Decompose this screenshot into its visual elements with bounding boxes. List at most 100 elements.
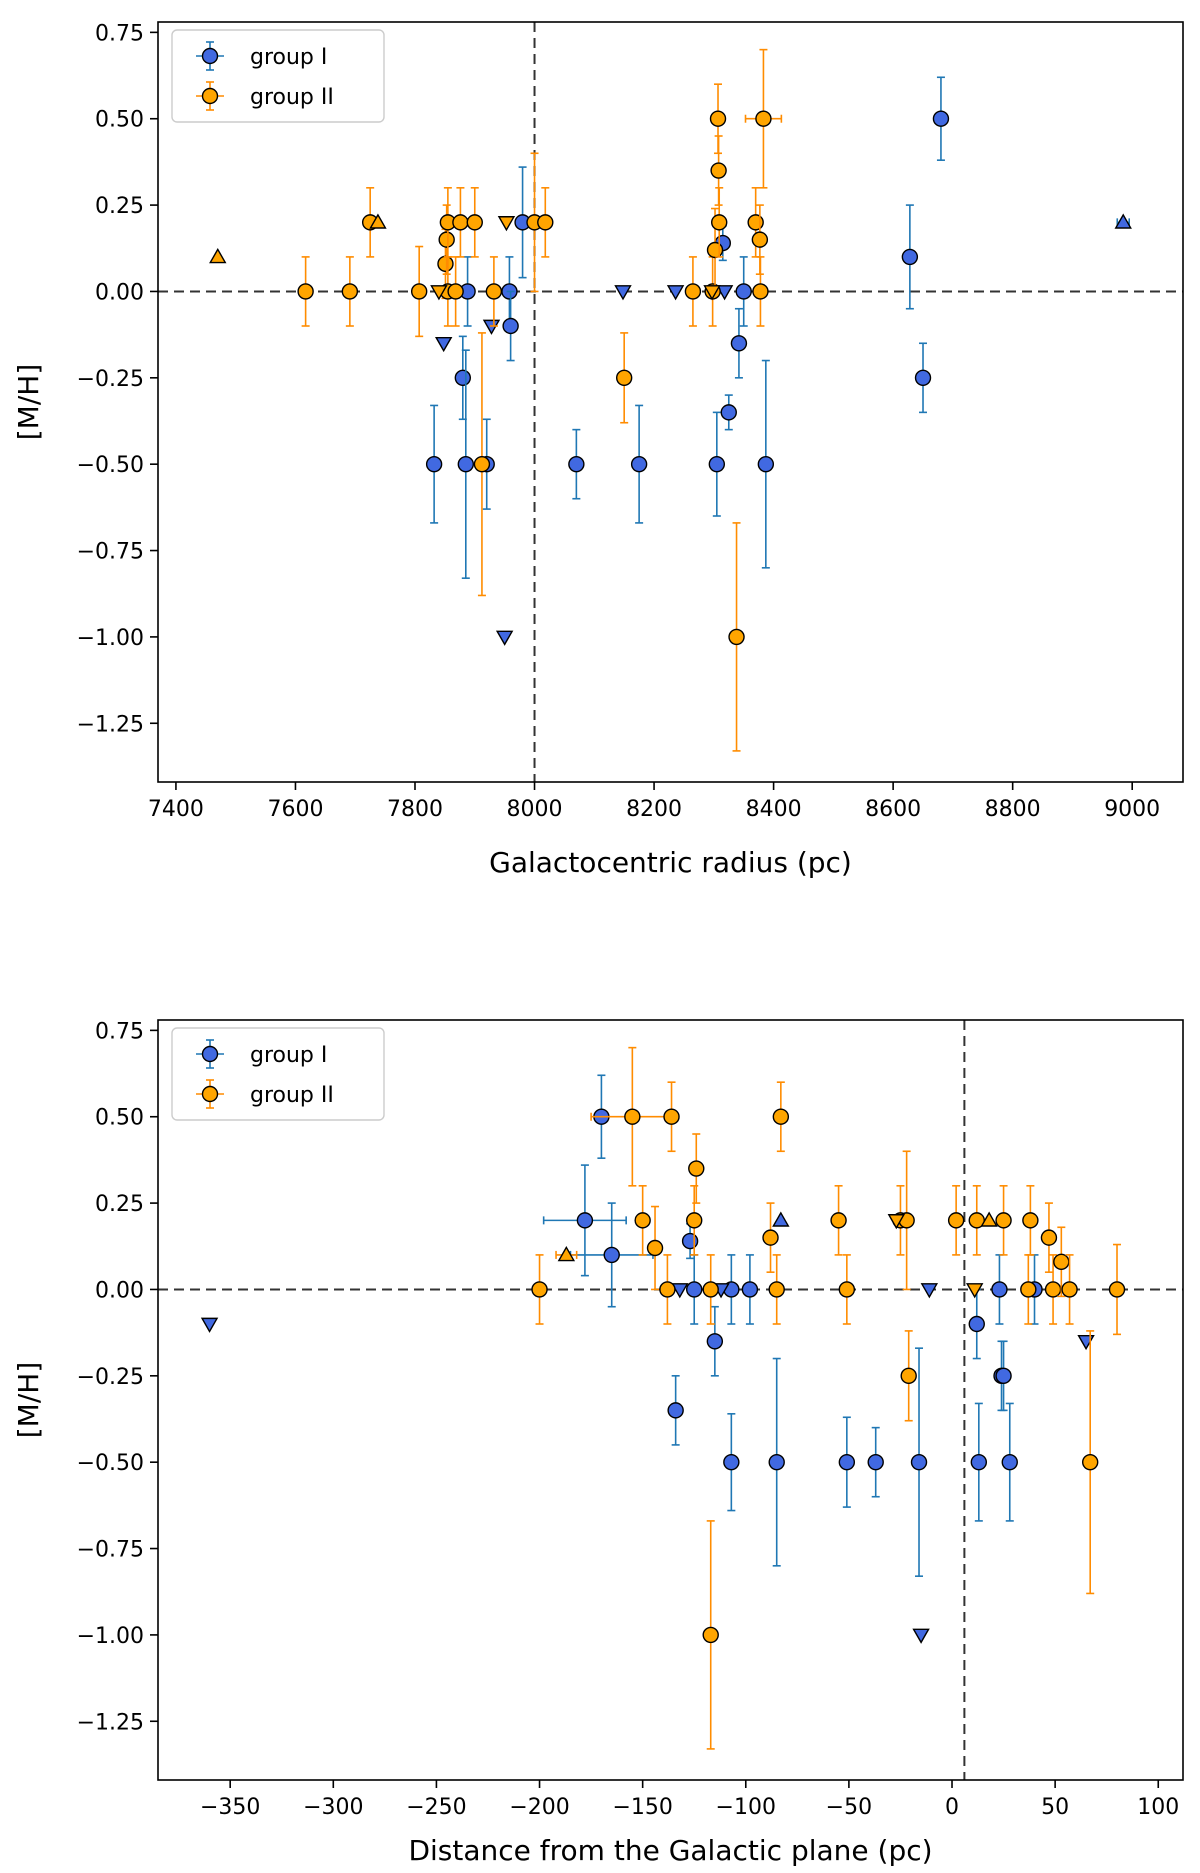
legend: group I group II	[171, 29, 385, 123]
y-tick-label: 0.25	[95, 194, 144, 219]
data-point	[603, 1246, 620, 1264]
data-point	[710, 162, 727, 179]
y-tick-label: 0.75	[95, 1019, 144, 1044]
y-tick-label: −0.50	[77, 453, 144, 478]
x-tick-label: 7600	[267, 797, 323, 822]
data-point	[615, 369, 633, 387]
data-point	[768, 1453, 785, 1471]
data-point	[932, 110, 950, 127]
data-point	[466, 214, 483, 231]
data-point	[867, 1453, 884, 1471]
x-tick-label: 8600	[865, 797, 921, 822]
data-point	[762, 1229, 779, 1246]
data-point	[706, 1333, 724, 1350]
data-point	[457, 455, 474, 473]
upper-limit-marker	[715, 285, 734, 301]
legend-label: group I	[250, 1043, 327, 1068]
data-point	[708, 455, 726, 473]
x-tick-label: 7400	[148, 797, 204, 822]
lower-limit-marker	[369, 213, 387, 229]
data-point	[646, 1239, 664, 1257]
data-point	[757, 455, 775, 473]
data-point	[772, 1108, 790, 1125]
data-point	[741, 1281, 759, 1298]
data-point	[684, 283, 702, 300]
x-tick-label: 9000	[1104, 797, 1160, 822]
y-tick-label: −0.25	[77, 1365, 144, 1390]
legend-label: group I	[250, 45, 327, 70]
upper-limit-marker	[434, 336, 453, 353]
upper-limit-marker	[887, 1214, 906, 1230]
data-point	[995, 1367, 1012, 1385]
data-point	[735, 283, 752, 300]
legend-label: group II	[250, 1083, 334, 1108]
data-point	[485, 283, 503, 300]
y-tick-label: −0.75	[77, 1538, 144, 1563]
x-tick-label: −150	[612, 1795, 672, 1820]
legend-marker	[201, 1085, 219, 1103]
x-tick-label: 8000	[507, 797, 563, 822]
data-point	[830, 1212, 847, 1229]
data-point	[706, 241, 724, 259]
data-point	[1020, 1281, 1037, 1298]
legend-marker	[201, 47, 219, 65]
data-point	[1022, 1212, 1039, 1229]
x-tick-label: 8400	[746, 797, 802, 822]
data-point	[425, 455, 443, 473]
data-point	[502, 317, 519, 335]
data-point	[297, 283, 314, 300]
data-point	[901, 248, 919, 266]
data-point	[910, 1453, 928, 1471]
data-point	[728, 628, 745, 646]
y-tick-label: 0.25	[95, 1192, 144, 1217]
y-axis-label: [M/H]	[12, 1362, 45, 1439]
data-point	[438, 231, 455, 248]
y-axis-label: [M/H]	[12, 364, 45, 441]
legend-box	[171, 29, 385, 123]
axes-frame	[157, 21, 1184, 783]
upper-limit-marker	[912, 1628, 930, 1644]
data-point	[702, 1281, 719, 1298]
x-tick-label: 8800	[985, 797, 1041, 822]
upper-limit-marker	[200, 1317, 219, 1333]
y-tick-label: 0.50	[95, 1106, 144, 1131]
y-tick-label: −1.25	[77, 712, 144, 737]
data-point	[768, 1281, 785, 1298]
upper-limit-marker	[666, 285, 685, 301]
data-point	[970, 1453, 988, 1471]
data-point	[995, 1212, 1012, 1229]
data-point	[838, 1281, 856, 1298]
x-tick-label: 100	[1137, 1795, 1179, 1820]
data-point	[454, 369, 472, 387]
data-point	[755, 110, 772, 127]
series-group-i	[200, 1074, 1095, 1644]
x-tick-label: −100	[716, 1795, 776, 1820]
y-tick-label: 0.75	[95, 21, 144, 46]
data-point	[968, 1315, 985, 1333]
data-point	[531, 1281, 548, 1298]
y-tick-label: −0.75	[77, 540, 144, 565]
legend-label: group II	[250, 85, 334, 110]
data-point	[711, 214, 728, 231]
panel-galactocentric-radius: 7400 7600 7800 8000 8200 8400 8600 8800 9000 0.75…	[12, 21, 1184, 879]
data-point	[1044, 1281, 1062, 1298]
data-point	[341, 283, 359, 300]
y-tick-label: −1.00	[77, 1624, 144, 1649]
data-point	[947, 1212, 965, 1229]
data-point	[702, 1626, 719, 1644]
y-tick-label: −0.25	[77, 367, 144, 392]
upper-limit-marker	[965, 1283, 984, 1299]
data-point	[576, 1212, 594, 1229]
y-tick-label: −0.50	[77, 1451, 144, 1476]
data-point	[688, 1160, 705, 1177]
data-point	[663, 1108, 680, 1125]
data-point	[720, 404, 737, 421]
x-tick-label: −350	[200, 1795, 260, 1820]
y-tick-label: −1.25	[77, 1710, 144, 1735]
x-tick-label: 50	[1041, 1795, 1069, 1820]
data-point	[709, 110, 727, 127]
upper-limit-marker	[703, 285, 721, 301]
series-group-i	[425, 76, 1132, 646]
upper-limit-marker	[497, 216, 516, 232]
